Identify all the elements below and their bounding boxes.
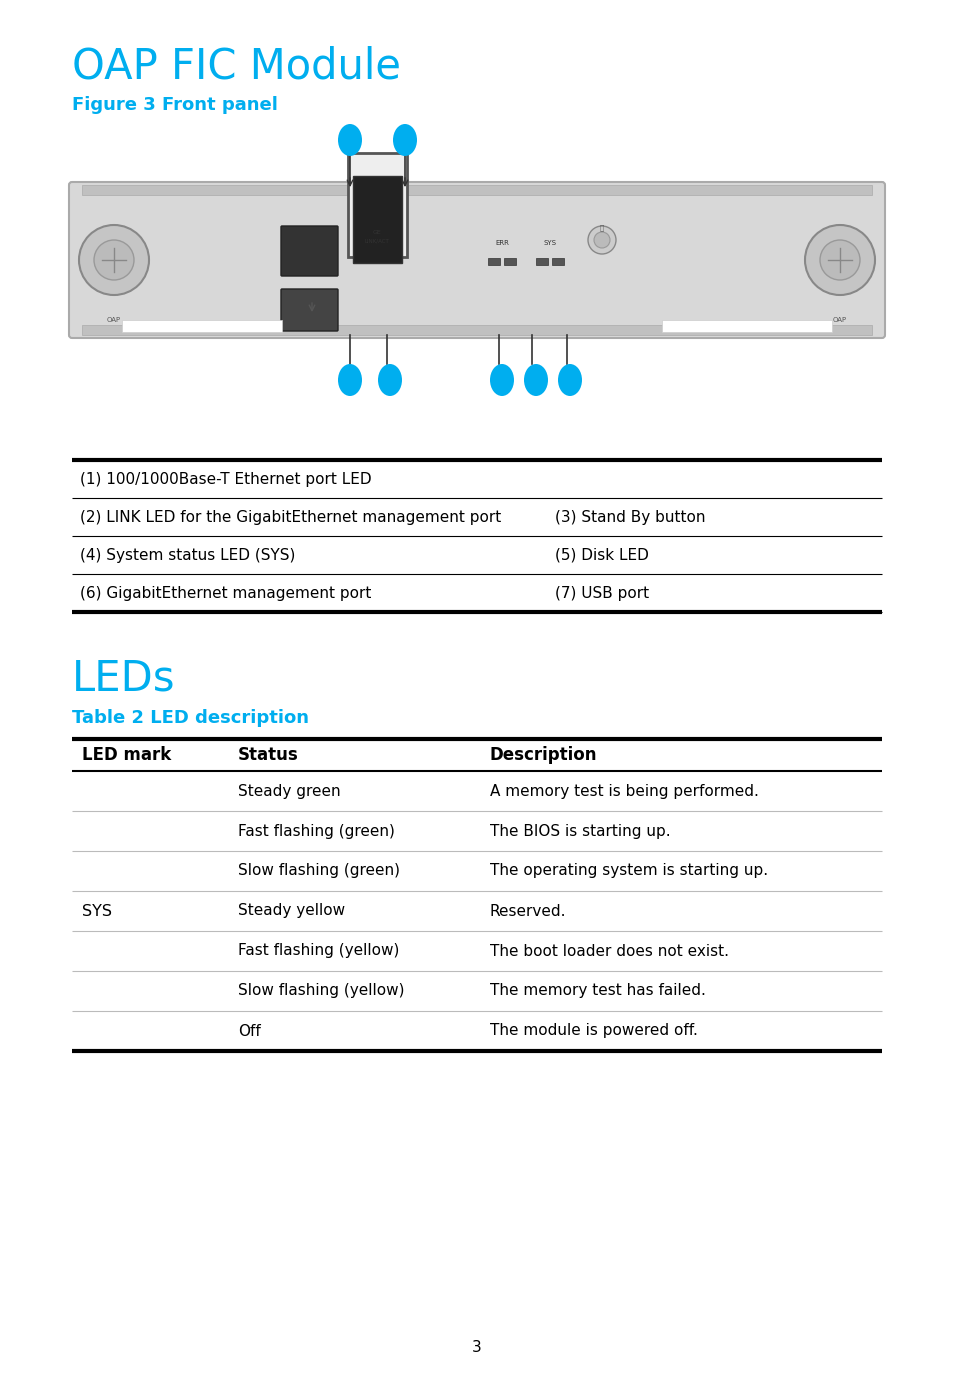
Text: Fast flashing (green): Fast flashing (green) — [237, 824, 395, 839]
Text: 100/1000M: 100/1000M — [294, 229, 329, 235]
Text: The BIOS is starting up.: The BIOS is starting up. — [490, 824, 670, 839]
Text: Fast flashing (yellow): Fast flashing (yellow) — [237, 944, 399, 959]
Ellipse shape — [337, 363, 361, 397]
Bar — [661, 321, 831, 332]
Ellipse shape — [523, 363, 547, 397]
Text: Steady green: Steady green — [237, 784, 340, 799]
Circle shape — [94, 240, 133, 281]
Text: SYS: SYS — [82, 904, 112, 919]
Text: Figure 3 Front panel: Figure 3 Front panel — [71, 95, 277, 113]
Text: The boot loader does not exist.: The boot loader does not exist. — [490, 944, 728, 959]
Text: (4) System status LED (SYS): (4) System status LED (SYS) — [80, 547, 295, 562]
FancyBboxPatch shape — [281, 289, 337, 332]
Text: OAP: OAP — [107, 316, 121, 323]
Text: Reserved.: Reserved. — [490, 904, 566, 919]
Text: Status: Status — [237, 746, 298, 764]
Ellipse shape — [558, 363, 581, 397]
Ellipse shape — [377, 363, 401, 397]
Bar — [488, 258, 499, 265]
Bar — [82, 185, 871, 195]
Text: LINK/ACT: LINK/ACT — [364, 238, 389, 243]
Text: (1) 100/1000Base-T Ethernet port LED: (1) 100/1000Base-T Ethernet port LED — [80, 471, 372, 486]
Ellipse shape — [337, 124, 361, 156]
Text: (6) GigabitEthernet management port: (6) GigabitEthernet management port — [80, 586, 371, 601]
FancyBboxPatch shape — [353, 176, 401, 263]
Text: ⏻: ⏻ — [599, 224, 603, 231]
Text: The operating system is starting up.: The operating system is starting up. — [490, 864, 767, 879]
Text: LED mark: LED mark — [82, 746, 172, 764]
Text: ERR: ERR — [495, 240, 508, 246]
Text: GE: GE — [373, 229, 381, 235]
Bar — [552, 258, 563, 265]
Text: Description: Description — [490, 746, 597, 764]
Text: The module is powered off.: The module is powered off. — [490, 1024, 698, 1038]
Circle shape — [820, 240, 859, 281]
Text: Steady yellow: Steady yellow — [237, 904, 345, 919]
Ellipse shape — [490, 363, 514, 397]
Text: 3: 3 — [472, 1341, 481, 1354]
Text: A memory test is being performed.: A memory test is being performed. — [490, 784, 758, 799]
Circle shape — [594, 232, 609, 247]
Text: OAP FIC Module: OAP FIC Module — [71, 46, 400, 87]
Circle shape — [587, 227, 616, 254]
Circle shape — [804, 225, 874, 294]
Text: (2) LINK LED for the GigabitEthernet management port: (2) LINK LED for the GigabitEthernet man… — [80, 510, 500, 525]
Text: Slow flashing (yellow): Slow flashing (yellow) — [237, 984, 404, 999]
Text: (7) USB port: (7) USB port — [555, 586, 648, 601]
Bar — [503, 258, 516, 265]
Text: Table 2 LED description: Table 2 LED description — [71, 709, 309, 727]
Bar — [122, 321, 282, 332]
Circle shape — [79, 225, 149, 294]
Text: LEDs: LEDs — [71, 656, 175, 699]
Text: The memory test has failed.: The memory test has failed. — [490, 984, 705, 999]
Text: Slow flashing (green): Slow flashing (green) — [237, 864, 399, 879]
FancyBboxPatch shape — [348, 153, 407, 257]
Ellipse shape — [393, 124, 416, 156]
Bar — [82, 325, 871, 334]
Text: (5) Disk LED: (5) Disk LED — [555, 547, 648, 562]
Text: SYS: SYS — [543, 240, 556, 246]
Text: OAP: OAP — [832, 316, 846, 323]
FancyBboxPatch shape — [69, 182, 884, 339]
FancyBboxPatch shape — [281, 227, 337, 276]
Text: (3) Stand By button: (3) Stand By button — [555, 510, 705, 525]
Bar — [536, 258, 547, 265]
Text: Off: Off — [237, 1024, 260, 1038]
